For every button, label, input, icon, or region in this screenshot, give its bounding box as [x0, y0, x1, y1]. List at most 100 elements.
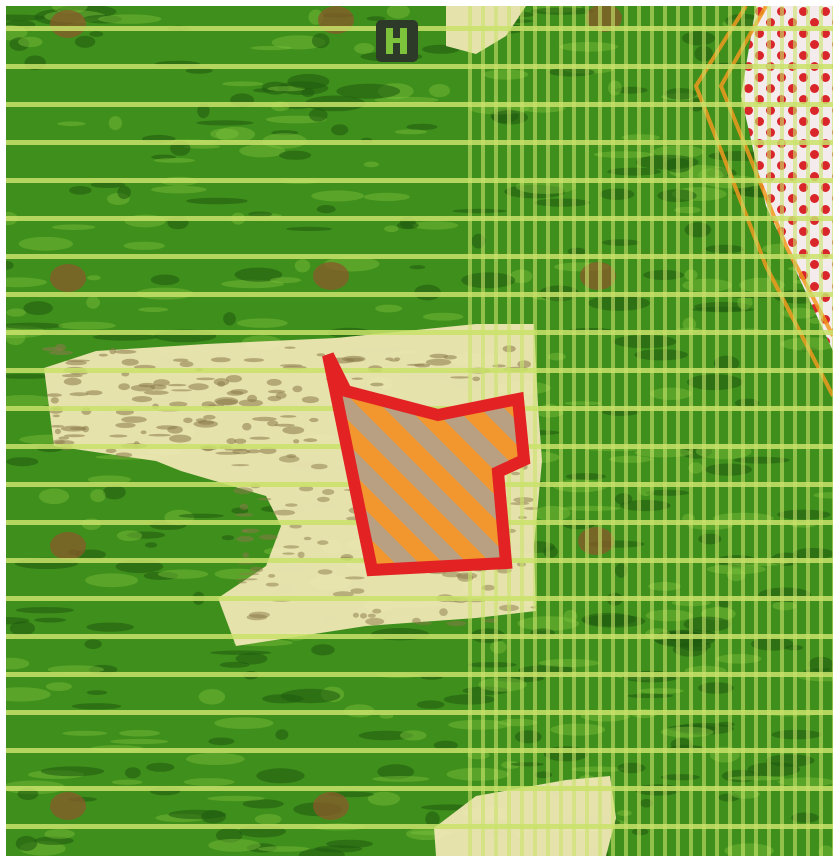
clearing-mark	[265, 582, 279, 587]
terrain-patch	[326, 839, 373, 849]
tree-spot	[50, 532, 86, 560]
terrain-patch	[6, 14, 47, 21]
map-marker-icon[interactable]	[376, 20, 418, 62]
grid-line-vertical	[832, 6, 833, 856]
terrain-patch	[234, 267, 283, 282]
clearing-mark	[233, 487, 253, 495]
terrain-patch	[564, 401, 602, 406]
terrain-patch	[614, 493, 633, 505]
terrain-patch	[734, 398, 760, 408]
clearing-mark	[274, 423, 295, 427]
terrain-patch	[682, 278, 732, 292]
terrain-patch	[82, 14, 122, 24]
clearing-mark	[215, 398, 238, 406]
grid-line-vertical	[533, 6, 537, 856]
terrain-patch	[309, 108, 328, 122]
terrain-patch	[18, 36, 43, 48]
grid-line-vertical	[741, 6, 745, 856]
grid-line-vertical	[767, 6, 771, 856]
terrain-patch	[87, 475, 132, 484]
terrain-patch	[358, 730, 414, 741]
terrain-patch	[44, 829, 75, 839]
grid-line-horizontal	[6, 178, 833, 183]
terrain-patch	[58, 321, 116, 330]
terrain-patch	[772, 601, 797, 611]
terrain-patch	[705, 244, 745, 254]
terrain-patch	[71, 703, 122, 710]
clearing-mark	[268, 389, 286, 394]
grid-line-vertical	[585, 6, 589, 856]
clearing-mark	[297, 551, 305, 558]
terrain-patch	[280, 688, 341, 704]
terrain-patch	[649, 387, 692, 400]
terrain-patch	[108, 116, 122, 131]
terrain-patch	[223, 312, 236, 326]
terrain-patch	[731, 789, 760, 799]
terrain-patch	[716, 654, 762, 664]
highlighted-parcel[interactable]	[322, 352, 531, 577]
clearing-mark	[406, 363, 425, 366]
terrain-patch	[87, 275, 101, 281]
terrain-patch	[34, 617, 66, 623]
grid-line-horizontal	[6, 824, 833, 829]
terrain-patch	[311, 190, 364, 202]
terrain-patch	[216, 828, 243, 843]
terrain-patch	[6, 457, 39, 467]
terrain-patch	[331, 124, 349, 136]
clearing-mark	[322, 489, 335, 495]
terrain-patch	[168, 809, 226, 820]
terrain-patch	[40, 766, 105, 777]
clearing-mark	[143, 390, 169, 395]
terrain-patch	[645, 609, 693, 622]
terrain-patch	[6, 395, 55, 408]
clearing-mark	[279, 364, 303, 367]
clearing-mark	[284, 346, 296, 349]
terrain-patch	[93, 333, 157, 341]
clearing-mark	[283, 545, 300, 549]
grid-line-vertical	[663, 6, 667, 856]
clearing-mark	[241, 529, 249, 533]
terrain-patch	[412, 221, 459, 230]
terrain-patch	[6, 261, 14, 270]
terrain-patch	[791, 812, 819, 823]
terrain-patch	[151, 185, 207, 194]
terrain-patch	[62, 730, 108, 736]
grid-line-vertical	[806, 6, 810, 856]
grid-line-horizontal	[6, 216, 833, 221]
terrain-patch	[151, 154, 176, 160]
terrain-patch	[363, 192, 410, 201]
clearing-mark	[179, 361, 194, 368]
grid-line-vertical	[689, 6, 693, 856]
clearing-mark	[148, 433, 171, 437]
clearing-mark	[446, 620, 467, 627]
clearing-mark	[370, 382, 384, 387]
clearing-mark	[425, 358, 452, 366]
terrain-patch	[221, 279, 284, 289]
terrain-patch	[126, 531, 166, 539]
terrain-patch	[256, 768, 305, 784]
terrain-patch	[601, 239, 640, 246]
terrain-patch	[777, 509, 831, 520]
satellite-map[interactable]	[6, 6, 833, 856]
terrain-patch	[86, 690, 108, 695]
clearing-mark	[310, 463, 328, 470]
terrain-patch	[6, 657, 30, 670]
terrain-patch	[6, 374, 55, 379]
terrain-patch	[186, 197, 248, 205]
grid-line-horizontal	[6, 292, 833, 297]
clearing-mark	[172, 358, 189, 362]
terrain-patch	[510, 762, 544, 767]
terrain-patch	[375, 304, 403, 313]
tree-spot	[578, 527, 614, 555]
clearing-mark	[118, 383, 130, 391]
clearing-mark	[234, 513, 254, 517]
grid-line-vertical	[598, 6, 602, 856]
clearing-mark	[303, 438, 318, 443]
terrain-patch	[429, 84, 450, 98]
terrain-patch	[6, 687, 51, 702]
clearing-mark	[235, 578, 258, 581]
grid-line-horizontal	[6, 102, 833, 107]
clearing-mark	[342, 355, 366, 363]
terrain-patch	[674, 206, 702, 214]
